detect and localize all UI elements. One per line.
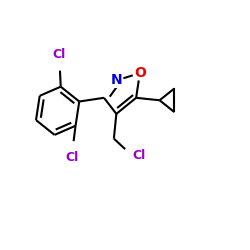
Text: N: N bbox=[110, 74, 122, 88]
Text: Cl: Cl bbox=[66, 151, 79, 164]
Text: Cl: Cl bbox=[132, 150, 146, 162]
Text: O: O bbox=[134, 66, 146, 80]
Text: Cl: Cl bbox=[53, 48, 66, 61]
